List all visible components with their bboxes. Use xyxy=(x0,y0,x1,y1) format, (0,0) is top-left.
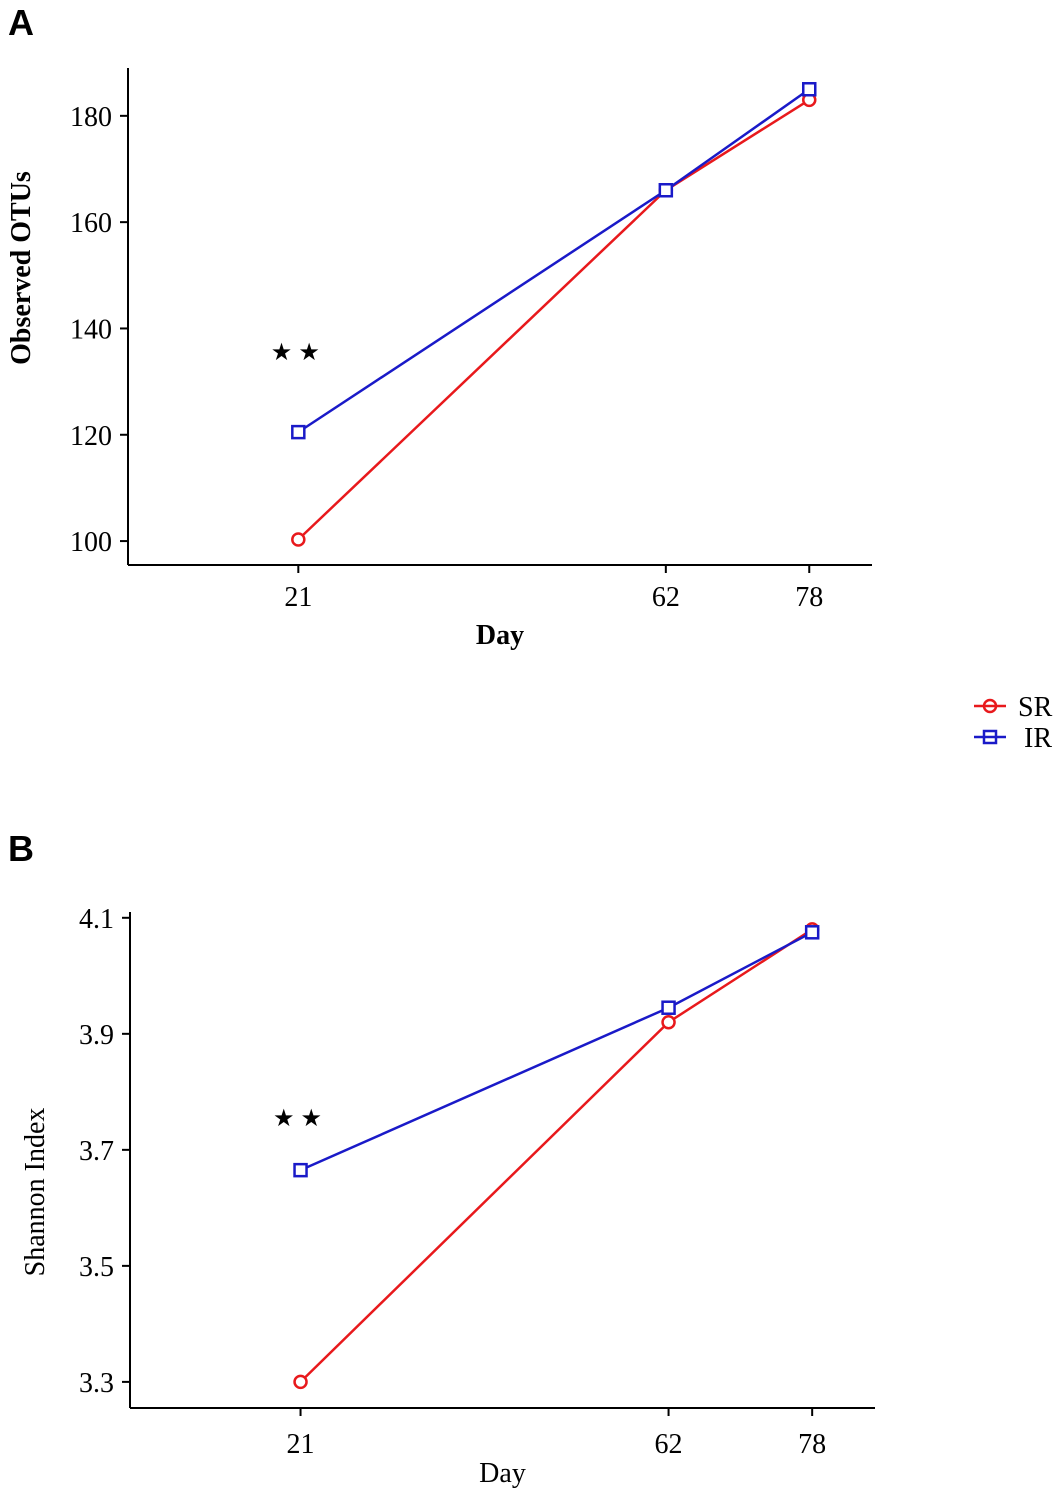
panel-a-label: A xyxy=(8,2,34,43)
x-tick-label: 62 xyxy=(652,582,680,613)
y-tick-label: 100 xyxy=(70,527,112,558)
series-line-sr xyxy=(297,98,810,541)
data-point-ir xyxy=(661,1000,676,1015)
y-tick-label: 3.7 xyxy=(79,1136,114,1167)
legend-item-sr[interactable]: SR xyxy=(974,692,1053,723)
series-line-ir xyxy=(297,88,810,434)
data-point-ir xyxy=(658,183,674,198)
x-tick-label: 21 xyxy=(287,1429,315,1460)
legend: SR IR xyxy=(974,692,1053,754)
legend-ir-marker xyxy=(982,729,998,745)
x-tick-label: 78 xyxy=(795,582,823,613)
data-point-sr xyxy=(293,1374,308,1390)
legend-item-ir[interactable]: IR xyxy=(974,723,1052,754)
data-point-sr xyxy=(661,1014,676,1030)
x-axis-title: Day xyxy=(476,620,524,651)
x-tick-label: 78 xyxy=(798,1429,826,1460)
observed-otus-chart: 100 120 140 160 180 21 62 78 Day Observed OTUs ★★ xyxy=(6,68,872,651)
y-tick-label: 3.3 xyxy=(79,1368,114,1399)
legend-sr-marker xyxy=(982,698,998,714)
data-point-ir xyxy=(804,925,820,940)
legend-sr-label: SR xyxy=(1018,692,1053,723)
y-tick-label: 120 xyxy=(70,421,112,452)
series-line-ir xyxy=(300,931,813,1172)
x-tick-label: 62 xyxy=(655,1429,683,1460)
legend-ir-label: IR xyxy=(1024,723,1052,754)
x-tick-label: 21 xyxy=(284,582,312,613)
significance-stars: ★★ xyxy=(273,1106,328,1132)
data-point-sr xyxy=(291,532,306,547)
significance-stars: ★★ xyxy=(271,340,326,366)
series-line-sr xyxy=(299,928,813,1383)
shannon-index-chart: 3.3 3.5 3.7 3.9 4.1 21 62 78 Day Shannon Index ★★ xyxy=(20,904,875,1489)
panel-b-label: B xyxy=(8,828,34,869)
y-tick-label: 180 xyxy=(70,102,112,133)
data-point-ir xyxy=(293,1162,308,1178)
data-point-ir xyxy=(291,424,306,440)
y-tick-label: 140 xyxy=(70,314,112,345)
x-axis-title: Day xyxy=(479,1458,526,1489)
data-point-ir xyxy=(802,82,817,97)
y-tick-label: 3.9 xyxy=(79,1020,114,1051)
y-axis-title: Observed OTUs xyxy=(6,171,37,365)
y-tick-label: 160 xyxy=(70,208,112,239)
y-tick-label: 3.5 xyxy=(79,1252,114,1283)
y-axis-title: Shannon Index xyxy=(20,1108,51,1277)
y-tick-label: 4.1 xyxy=(79,904,114,935)
